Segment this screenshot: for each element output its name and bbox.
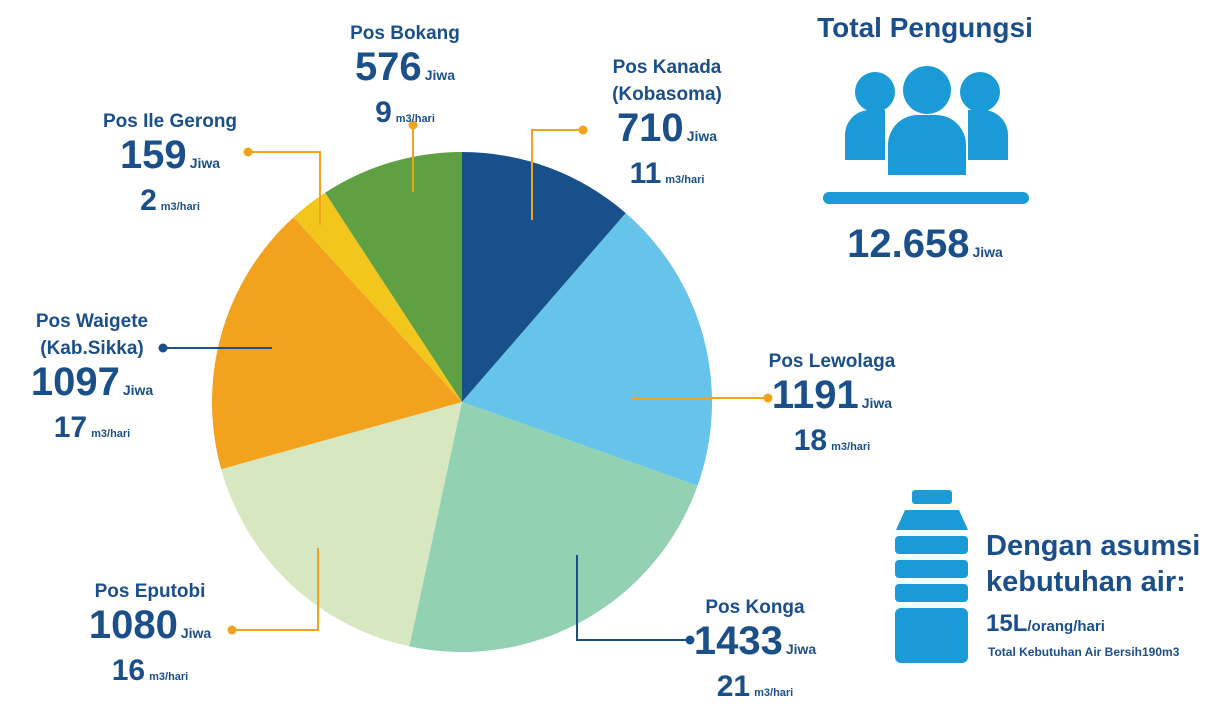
- total-unit: Jiwa: [972, 244, 1003, 260]
- pie-slice: [325, 152, 462, 402]
- people-value: 576: [354, 45, 422, 89]
- chart: [158, 66, 1029, 663]
- assumption: 15L/orang/hari: [986, 610, 1105, 638]
- people-unit: Jiwa: [122, 382, 154, 398]
- people-row: 576 Jiwa: [305, 47, 505, 95]
- leader-line: [531, 129, 583, 220]
- category-name: Pos Konga: [705, 597, 805, 618]
- leader-dot: [578, 125, 588, 135]
- leader-line: [248, 151, 321, 225]
- people-icon: [823, 66, 1029, 204]
- water-value: 9: [375, 96, 392, 129]
- page: Total Pengungsi 12.658 Jiwa Dengan asumsi…: [0, 12, 1201, 703]
- assumption-value: 15L: [986, 610, 1028, 637]
- water-row: 9 m3/hari: [305, 95, 505, 137]
- pie: [212, 152, 712, 652]
- people-unit: Jiwa: [424, 67, 456, 83]
- pie-slice: [462, 152, 626, 402]
- slice-label: Pos Bokang 576 Jiwa 9 m3/hari: [305, 20, 505, 137]
- slice-label: Pos Lewolaga 1191 Jiwa 18 m3/hari: [732, 348, 932, 465]
- water-unit: m3/hari: [754, 687, 794, 699]
- water-value: 17: [53, 411, 88, 444]
- water-value: 2: [140, 184, 157, 217]
- water-row: 2 m3/hari: [70, 183, 270, 225]
- leader-dot: [685, 635, 695, 645]
- people-unit: Jiwa: [861, 395, 893, 411]
- people-unit: Jiwa: [686, 128, 718, 144]
- water-row: 21 m3/hari: [655, 669, 855, 711]
- people-value: 1191: [771, 373, 859, 417]
- category-name: Pos Lewolaga: [768, 351, 896, 372]
- total: 12.658 Jiwa: [790, 222, 1060, 267]
- category-name: Pos Ile Gerong: [102, 111, 238, 132]
- total-value: 12.658: [847, 222, 970, 266]
- people-row: 1433 Jiwa: [655, 621, 855, 669]
- leader-dot: [227, 625, 237, 635]
- people-value: 1080: [88, 603, 178, 647]
- water-unit: m3/hari: [160, 201, 200, 213]
- category-name: Pos Waigete (Kab.Sikka): [35, 311, 149, 359]
- people-value: 1433: [693, 619, 783, 663]
- leader-line: [576, 555, 690, 641]
- people-unit: Jiwa: [189, 155, 221, 171]
- bottle-icon: [895, 490, 968, 663]
- people-row: 1080 Jiwa: [50, 605, 250, 653]
- people-row: 1191 Jiwa: [732, 375, 932, 423]
- water-unit: m3/hari: [395, 113, 435, 125]
- water-unit: m3/hari: [149, 671, 189, 683]
- people-value: 1097: [30, 360, 120, 404]
- slice-label: Pos Kanada (Kobasoma) 710 Jiwa 11 m3/hari: [567, 54, 767, 198]
- people-row: 1097 Jiwa: [0, 362, 184, 410]
- assumption-title: Dengan asumsi kebutuhan air:: [986, 530, 1201, 598]
- water-row: 17 m3/hari: [0, 410, 184, 452]
- category-name: Pos Eputobi: [94, 581, 206, 602]
- assumption-total: Total Kebutuhan Air Bersih190m3: [988, 645, 1180, 659]
- water-value: 11: [629, 157, 662, 190]
- pie-slice: [462, 213, 712, 486]
- slice-label: Pos Konga 1433 Jiwa 21 m3/hari: [655, 594, 855, 711]
- water-unit: m3/hari: [91, 428, 131, 440]
- people-value: 159: [119, 133, 187, 177]
- water-row: 11 m3/hari: [567, 156, 767, 198]
- slice-label: Pos Eputobi 1080 Jiwa 16 m3/hari: [50, 578, 250, 695]
- slice-label: Pos Ile Gerong 159 Jiwa 2 m3/hari: [70, 108, 270, 225]
- pie-slice: [293, 192, 462, 402]
- leader-line: [232, 548, 319, 631]
- water-unit: m3/hari: [665, 174, 705, 186]
- people-unit: Jiwa: [180, 625, 212, 641]
- category-name: Pos Bokang: [350, 23, 460, 44]
- water-unit: m3/hari: [831, 441, 871, 453]
- category-name: Pos Kanada (Kobasoma): [612, 57, 722, 105]
- people-row: 159 Jiwa: [70, 135, 270, 183]
- water-value: 16: [111, 654, 146, 687]
- pie-slice: [221, 402, 462, 647]
- assumption-unit: /orang/hari: [1027, 618, 1105, 635]
- leader-dot: [408, 120, 418, 130]
- leader-dot: [158, 343, 168, 353]
- total-title: Total Pengungsi: [817, 12, 1033, 43]
- pie-slice: [409, 402, 698, 652]
- people-unit: Jiwa: [785, 641, 817, 657]
- water-row: 18 m3/hari: [732, 423, 932, 465]
- water-value: 21: [716, 670, 751, 703]
- people-row: 710 Jiwa: [567, 108, 767, 156]
- people-value: 710: [616, 106, 684, 150]
- leader-dot: [763, 393, 773, 403]
- water-row: 16 m3/hari: [50, 653, 250, 695]
- slice-label: Pos Waigete (Kab.Sikka) 1097 Jiwa 17 m3/hari: [0, 308, 184, 452]
- pie-slice: [212, 217, 462, 470]
- leader-dot: [243, 147, 253, 157]
- water-value: 18: [793, 424, 828, 457]
